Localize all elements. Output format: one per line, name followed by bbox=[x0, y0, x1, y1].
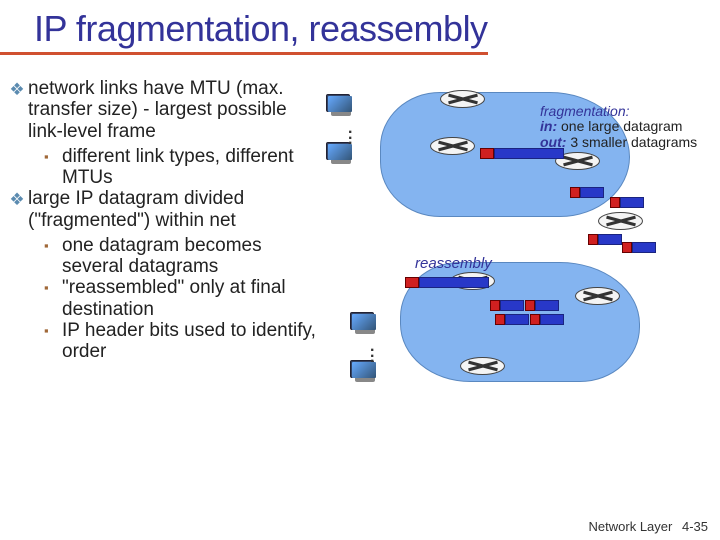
fragment-datagram bbox=[490, 300, 524, 311]
slide-footer: Network Layer 4-35 bbox=[589, 519, 708, 534]
bullet-main: ❖ large IP datagram divided ("fragmented… bbox=[6, 188, 316, 231]
bullet-sub-text: one datagram becomes several datagrams bbox=[62, 235, 316, 278]
bullet-text: network links have MTU (max. transfer si… bbox=[28, 78, 316, 142]
bullet-text: large IP datagram divided ("fragmented")… bbox=[28, 188, 316, 231]
pc-icon bbox=[350, 312, 380, 336]
pc-icon bbox=[326, 94, 356, 118]
annot-out-text: 3 smaller datagrams bbox=[566, 134, 697, 150]
fragment-datagram bbox=[530, 314, 564, 325]
pc-icon bbox=[350, 360, 380, 384]
fragmentation-diagram: ...... reassembly fragmentation: in: one… bbox=[320, 82, 700, 452]
router-icon bbox=[430, 137, 475, 155]
fragment-datagram bbox=[570, 187, 604, 198]
square-bullet-icon: ▪ bbox=[44, 277, 62, 320]
router-icon bbox=[440, 90, 485, 108]
bullet-list: ❖ network links have MTU (max. transfer … bbox=[6, 78, 316, 362]
vertical-dots-icon: ... bbox=[348, 126, 352, 143]
fragment-datagram bbox=[610, 197, 644, 208]
annot-in-label: in: bbox=[540, 118, 557, 134]
fragmentation-annotation: fragmentation: in: one large datagram ou… bbox=[540, 104, 708, 150]
fragment-datagram bbox=[525, 300, 559, 311]
router-icon bbox=[598, 212, 643, 230]
router-icon bbox=[575, 287, 620, 305]
bullet-sub-text: IP header bits used to identify, order bbox=[62, 320, 316, 363]
bullet-sub: ▪ one datagram becomes several datagrams bbox=[44, 235, 316, 278]
square-bullet-icon: ▪ bbox=[44, 235, 62, 278]
vertical-dots-icon: ... bbox=[370, 344, 374, 361]
annot-frag-label: fragmentation: bbox=[540, 103, 630, 119]
square-bullet-icon: ▪ bbox=[44, 146, 62, 189]
diamond-bullet-icon: ❖ bbox=[6, 78, 28, 142]
footer-section: Network Layer bbox=[589, 519, 673, 534]
footer-page-number: 4-35 bbox=[682, 519, 708, 534]
bullet-sub-text: different link types, different MTUs bbox=[62, 146, 316, 189]
bullet-sub: ▪ different link types, different MTUs bbox=[44, 146, 316, 189]
fragment-datagram bbox=[588, 234, 622, 245]
fragment-datagram bbox=[622, 242, 656, 253]
bullet-sub: ▪ IP header bits used to identify, order bbox=[44, 320, 316, 363]
bullet-sub-text: "reassembled" only at final destination bbox=[62, 277, 316, 320]
diamond-bullet-icon: ❖ bbox=[6, 188, 28, 231]
bullet-sub: ▪ "reassembled" only at final destinatio… bbox=[44, 277, 316, 320]
router-icon bbox=[460, 357, 505, 375]
reassembled-datagram bbox=[405, 277, 489, 288]
bullet-main: ❖ network links have MTU (max. transfer … bbox=[6, 78, 316, 142]
slide-title: IP fragmentation, reassembly bbox=[0, 0, 488, 55]
reassembly-label: reassembly bbox=[415, 255, 492, 272]
square-bullet-icon: ▪ bbox=[44, 320, 62, 363]
annot-out-label: out: bbox=[540, 134, 566, 150]
fragment-datagram bbox=[495, 314, 529, 325]
annot-in-text: one large datagram bbox=[557, 118, 682, 134]
